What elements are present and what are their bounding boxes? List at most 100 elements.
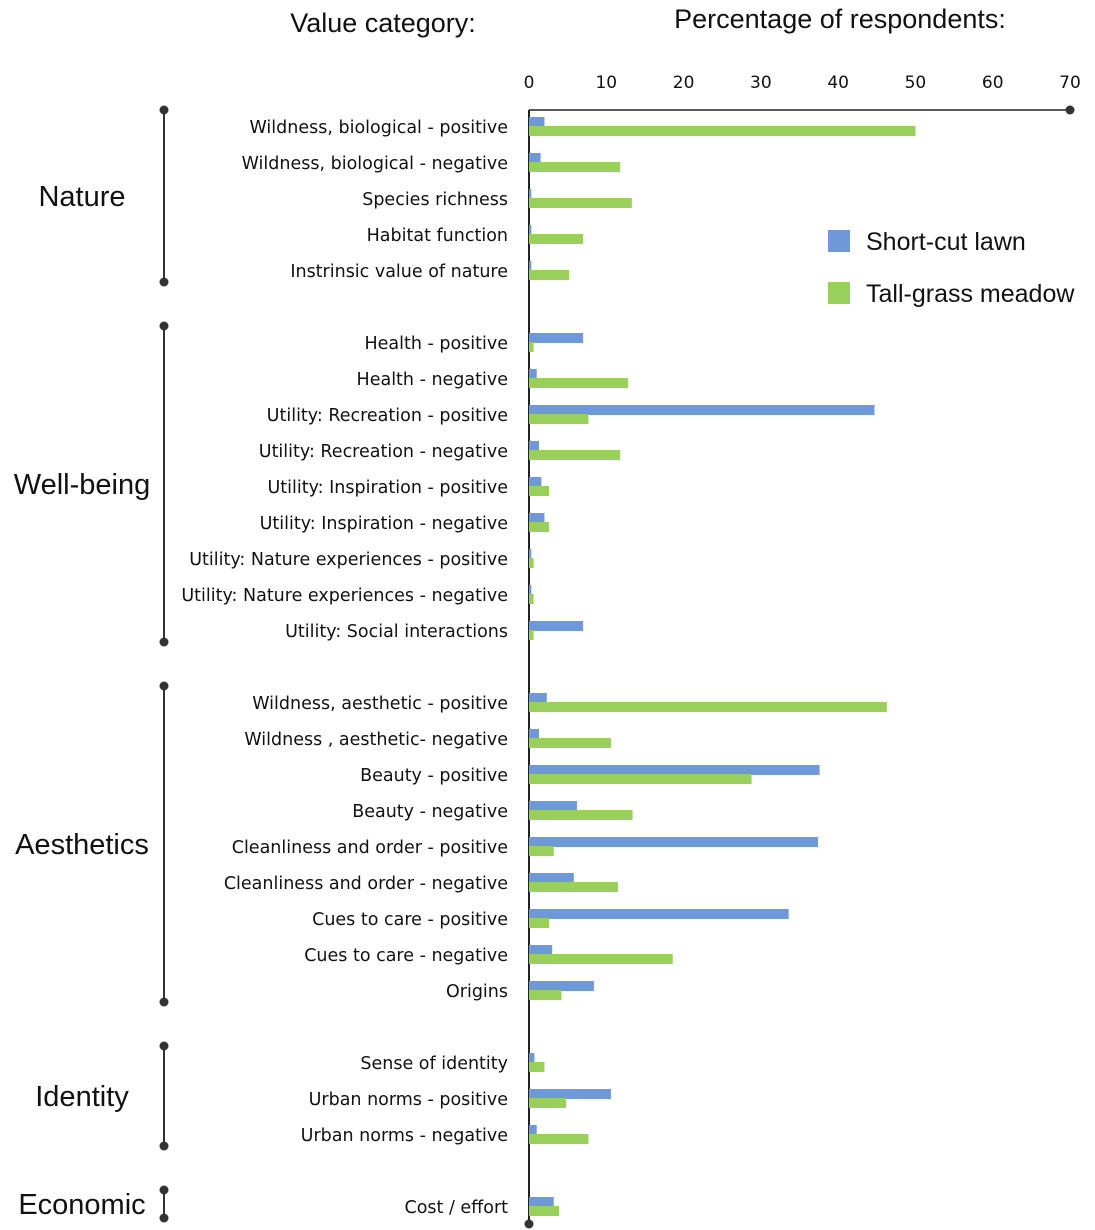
legend-label: Tall-grass meadow bbox=[866, 280, 1075, 308]
group-label: Economic bbox=[18, 1189, 145, 1221]
bar-tall-grass-meadow bbox=[529, 162, 621, 172]
category-label: Sense of identity bbox=[360, 1054, 508, 1074]
bar-short-cut-lawn bbox=[529, 225, 532, 235]
category-label: Wildness, biological - negative bbox=[242, 154, 508, 174]
bar-tall-grass-meadow bbox=[529, 1134, 589, 1144]
category-label: Cleanliness and order - negative bbox=[224, 874, 508, 894]
category-label: Utility: Social interactions bbox=[285, 622, 508, 642]
bar-tall-grass-meadow bbox=[529, 738, 611, 748]
category-label: Beauty - positive bbox=[360, 766, 508, 786]
group-bracket-dot bbox=[159, 1141, 169, 1151]
group-label: Aesthetics bbox=[15, 829, 149, 861]
tick-label: 60 bbox=[982, 73, 1004, 93]
group-bracket-dot bbox=[159, 321, 169, 331]
legend: Short-cut lawn Tall-grass meadow bbox=[828, 228, 1075, 308]
bar-short-cut-lawn bbox=[529, 909, 789, 919]
bar-short-cut-lawn bbox=[529, 1197, 554, 1207]
category-labels: Wildness, biological - positive Wildness,… bbox=[181, 118, 508, 1218]
bar-tall-grass-meadow bbox=[529, 1206, 560, 1216]
category-label: Origins bbox=[446, 982, 508, 1002]
bar-tall-grass-meadow bbox=[529, 774, 752, 784]
bar-short-cut-lawn bbox=[529, 189, 532, 199]
bar-tall-grass-meadow bbox=[529, 342, 534, 352]
group-bracket-dot bbox=[159, 681, 169, 691]
bar-tall-grass-meadow bbox=[529, 810, 633, 820]
tick-label: 70 bbox=[1059, 73, 1081, 93]
category-label: Health - negative bbox=[357, 370, 508, 390]
bar-short-cut-lawn bbox=[529, 837, 819, 847]
bar-short-cut-lawn bbox=[529, 117, 545, 127]
legend-label: Short-cut lawn bbox=[866, 228, 1026, 256]
group-bracket-dot bbox=[159, 637, 169, 647]
bar-short-cut-lawn bbox=[529, 585, 532, 595]
category-label: Instrinsic value of nature bbox=[290, 262, 508, 282]
tick-label: 50 bbox=[905, 73, 927, 93]
group-label: Well-being bbox=[14, 469, 150, 501]
tick-label: 30 bbox=[750, 73, 772, 93]
bar-tall-grass-meadow bbox=[529, 594, 534, 604]
bar-tall-grass-meadow bbox=[529, 1098, 567, 1108]
category-label: Utility: Recreation - positive bbox=[267, 406, 508, 426]
group-bracket-dot bbox=[159, 105, 169, 115]
bar-tall-grass-meadow bbox=[529, 450, 621, 460]
category-label: Utility: Nature experiences - positive bbox=[189, 550, 508, 570]
bar-tall-grass-meadow bbox=[529, 270, 570, 280]
category-label: Utility: Nature experiences - negative bbox=[181, 586, 508, 606]
bar-tall-grass-meadow bbox=[529, 558, 534, 568]
bar-short-cut-lawn bbox=[529, 693, 547, 703]
bar-short-cut-lawn bbox=[529, 981, 594, 991]
bar-short-cut-lawn bbox=[529, 333, 584, 343]
bar-short-cut-lawn bbox=[529, 729, 540, 739]
bar-tall-grass-meadow bbox=[529, 234, 584, 244]
bar-short-cut-lawn bbox=[529, 441, 540, 451]
tick-label: 0 bbox=[524, 73, 535, 93]
category-label: Wildness, biological - positive bbox=[250, 118, 508, 138]
category-label: Urban norms - negative bbox=[301, 1126, 508, 1146]
category-label: Utility: Inspiration - negative bbox=[260, 514, 508, 534]
group-bracket-dot bbox=[159, 1185, 169, 1195]
bar-short-cut-lawn bbox=[529, 765, 820, 775]
bar-short-cut-lawn bbox=[529, 549, 532, 559]
category-label: Utility: Inspiration - positive bbox=[267, 478, 508, 498]
category-label: Beauty - negative bbox=[352, 802, 508, 822]
bar-tall-grass-meadow bbox=[529, 486, 550, 496]
group-bracket-dot bbox=[159, 1041, 169, 1051]
bar-tall-grass-meadow bbox=[529, 882, 618, 892]
bar-short-cut-lawn bbox=[529, 369, 537, 379]
tick-label: 20 bbox=[673, 73, 695, 93]
bar-tall-grass-meadow bbox=[529, 522, 550, 532]
bar-tall-grass-meadow bbox=[529, 846, 554, 856]
tick-label: 10 bbox=[595, 73, 617, 93]
bar-short-cut-lawn bbox=[529, 405, 875, 415]
group-bracket-dot bbox=[159, 1213, 169, 1223]
bar-short-cut-lawn bbox=[529, 1053, 535, 1063]
bar-short-cut-lawn bbox=[529, 621, 584, 631]
legend-swatch bbox=[828, 230, 850, 252]
category-label: Cost / effort bbox=[404, 1198, 508, 1218]
bar-tall-grass-meadow bbox=[529, 126, 916, 136]
group-label: Nature bbox=[38, 181, 125, 213]
x-axis: 0 10 20 30 40 50 60 70 bbox=[524, 73, 1081, 1229]
bar-short-cut-lawn bbox=[529, 1089, 611, 1099]
bar-tall-grass-meadow bbox=[529, 414, 589, 424]
bar-short-cut-lawn bbox=[529, 873, 574, 883]
category-label: Cues to care - positive bbox=[312, 910, 508, 930]
bar-tall-grass-meadow bbox=[529, 990, 562, 1000]
value-axis-end-dot bbox=[524, 1219, 534, 1229]
bar-short-cut-lawn bbox=[529, 513, 545, 523]
category-label: Cleanliness and order - positive bbox=[232, 838, 508, 858]
category-label: Health - positive bbox=[364, 334, 508, 354]
group-bracket-dot bbox=[159, 997, 169, 1007]
category-label: Habitat function bbox=[367, 226, 508, 246]
bar-short-cut-lawn bbox=[529, 1125, 537, 1135]
group-bracket-dot bbox=[159, 277, 169, 287]
category-label: Utility: Recreation - negative bbox=[259, 442, 508, 462]
bar-tall-grass-meadow bbox=[529, 1062, 545, 1072]
bar-tall-grass-meadow bbox=[529, 198, 632, 208]
group-brackets: Nature Well-being Aesthetics Identity Econom… bbox=[14, 105, 169, 1223]
bar-short-cut-lawn bbox=[529, 477, 542, 487]
bar-tall-grass-meadow bbox=[529, 630, 534, 640]
category-label: Urban norms - positive bbox=[309, 1090, 508, 1110]
bar-tall-grass-meadow bbox=[529, 954, 673, 964]
